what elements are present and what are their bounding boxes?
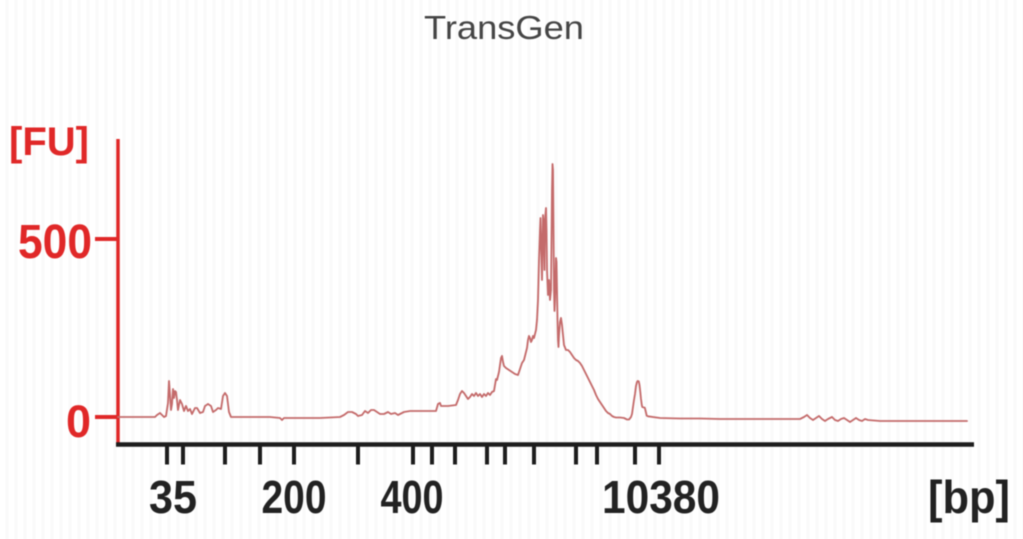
svg-text:TransGen: TransGen [424,9,584,46]
svg-text:400: 400 [381,471,444,523]
svg-text:35: 35 [149,471,197,523]
svg-text:[bp]: [bp] [928,471,1010,523]
svg-text:0: 0 [66,396,91,447]
svg-text:10380: 10380 [602,471,720,523]
svg-text:200: 200 [262,471,327,523]
svg-text:[FU]: [FU] [9,120,89,164]
svg-text:500: 500 [18,216,92,269]
